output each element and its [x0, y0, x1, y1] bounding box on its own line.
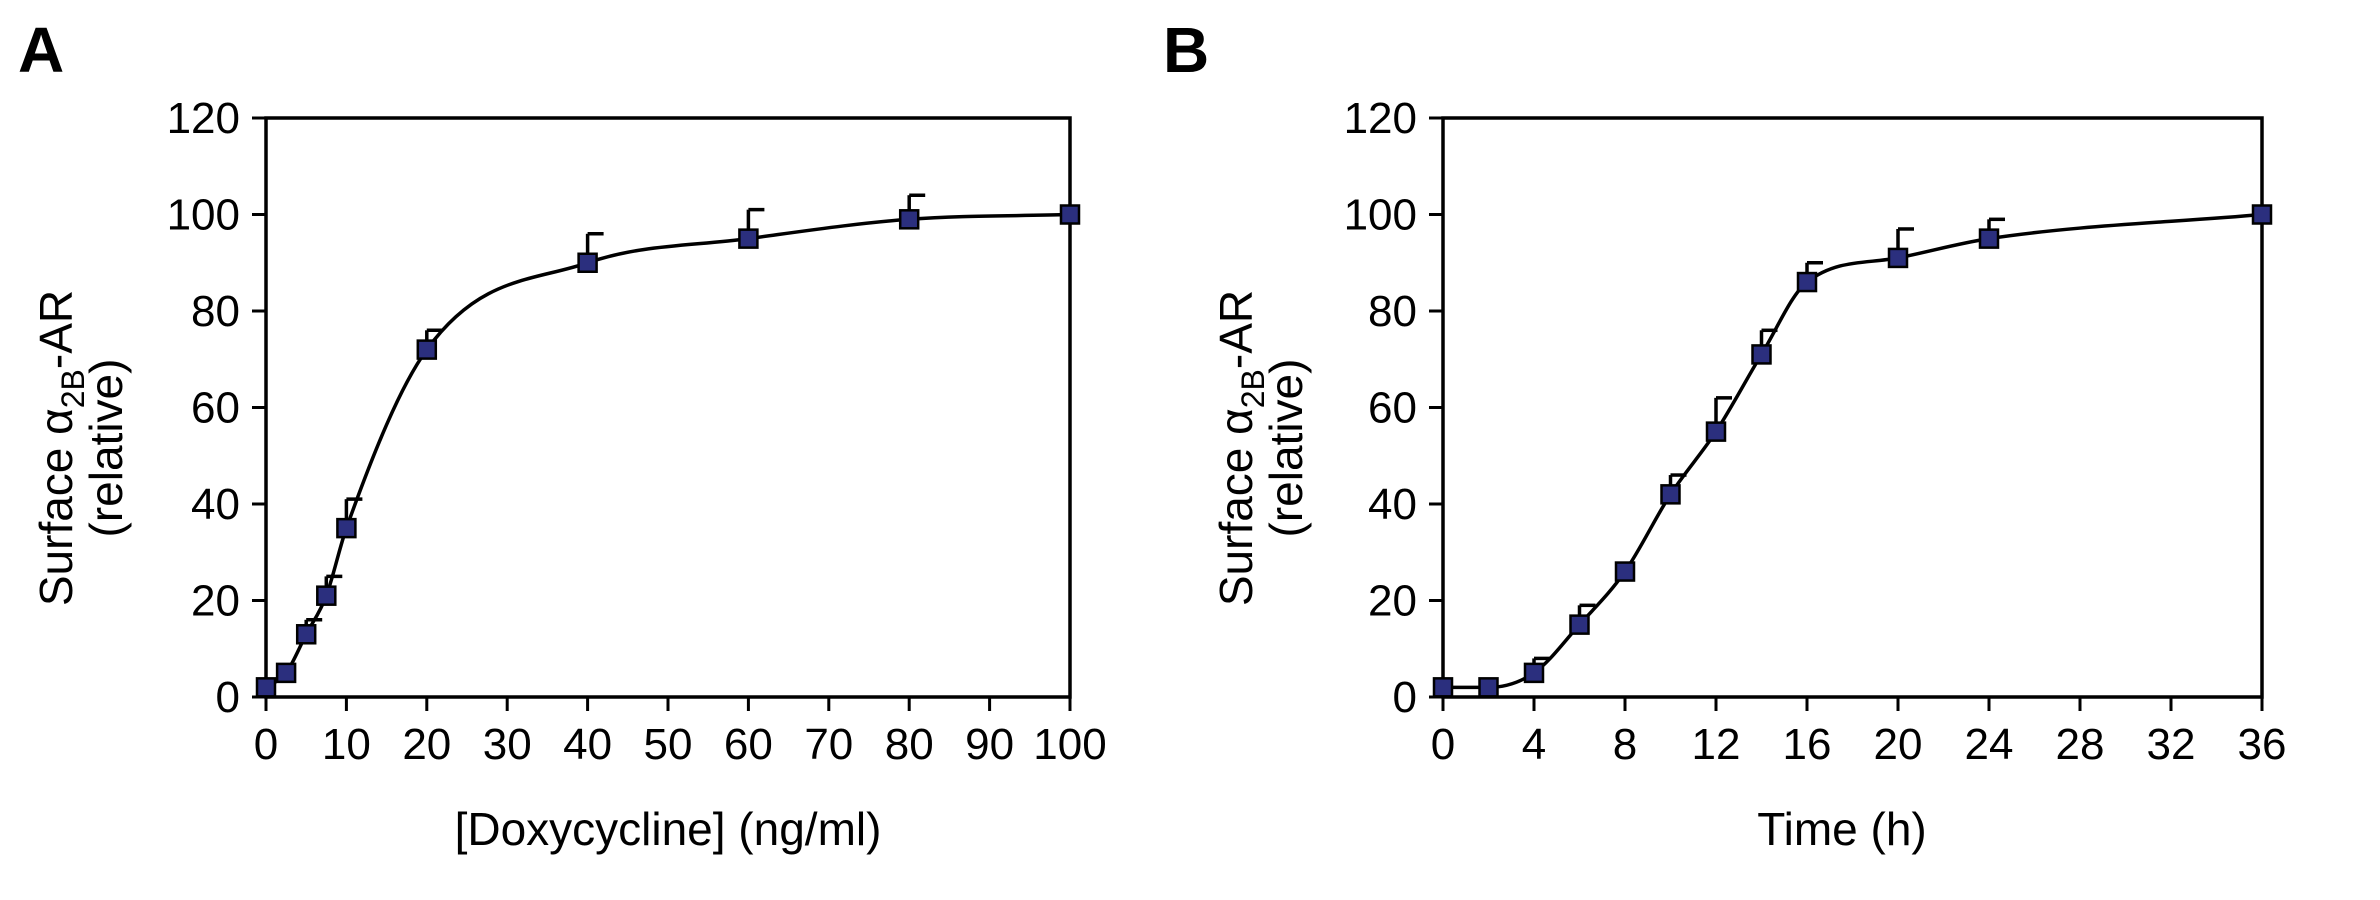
data-point-a	[577, 252, 598, 273]
y-tick-label-b: 80	[1368, 287, 1417, 336]
plot-frame-b	[1441, 116, 2264, 699]
data-point-a	[295, 624, 317, 645]
x-tick-label-a: 80	[885, 720, 934, 769]
x-axis-title-a: [Doxycycline] (ng/ml)	[455, 803, 882, 855]
x-tick-label-a: 50	[644, 720, 693, 769]
y-tick-label-b: 20	[1368, 577, 1417, 626]
data-point-b	[1887, 247, 1909, 269]
x-tick-label-b: 16	[1783, 720, 1832, 769]
y-axis-title-b: Surface α2B-AR (relative)	[1210, 290, 1312, 606]
data-point-b	[1614, 561, 1636, 582]
y-tick-label-b: 100	[1344, 191, 1417, 240]
x-tick-label-a: 20	[402, 720, 451, 769]
x-tick-label-b: 20	[1874, 720, 1923, 769]
x-tick-label-a: 70	[804, 720, 853, 769]
series-line-a	[264, 212, 1071, 689]
x-tick-label-b: 24	[1965, 720, 2014, 769]
y-axis-title-line2-b: (relative)	[1260, 359, 1312, 538]
panel-b: B Surface α2B-AR (relative) Time (h) 0 20…	[1163, 14, 2286, 855]
series-line-b	[1443, 212, 2263, 690]
x-tick-label-a: 10	[322, 720, 371, 769]
y-tick-label-b: 60	[1368, 384, 1417, 433]
y-tick-label-a: 80	[191, 287, 240, 336]
y-tick-label-b: 120	[1344, 94, 1417, 143]
plot-area-b: 0 20 40 60 80 100 120 0 4 8 12 16 20 24 28 32 36	[1344, 94, 2287, 769]
y-axis-title-tail-b: -AR	[1210, 290, 1262, 369]
x-tick-label-b: 32	[2147, 720, 2196, 769]
y-axis-title-a: Surface α2B-AR (relative)	[30, 290, 132, 606]
data-point-b	[1660, 484, 1681, 505]
x-tick-label-a: 60	[724, 720, 773, 769]
x-tick-label-a: 90	[965, 720, 1014, 769]
data-point-a	[898, 209, 920, 230]
data-point-a	[738, 228, 759, 249]
y-axis-title-line1-b: Surface α2B-AR	[1210, 290, 1271, 606]
data-point-b	[1705, 421, 1727, 442]
y-axis-title-main-b: Surface α	[1210, 408, 1262, 606]
data-point-b	[1751, 344, 1772, 365]
data-point-b	[1569, 614, 1590, 635]
y-axis-title-line2-a: (relative)	[80, 359, 132, 538]
data-point-b	[1478, 677, 1499, 698]
y-tick-label-a: 0	[216, 673, 240, 722]
data-point-a	[1059, 204, 1081, 225]
y-axis-title-sub-b: 2B	[1235, 369, 1271, 408]
x-tick-label-a: 40	[563, 720, 612, 769]
y-tick-label-b: 0	[1393, 673, 1417, 722]
y-tick-label-a: 60	[191, 384, 240, 433]
y-tick-label-a: 40	[191, 480, 240, 529]
x-tick-label-a: 100	[1033, 720, 1106, 769]
y-tick-label-b: 40	[1368, 480, 1417, 529]
data-point-a	[316, 585, 337, 606]
plot-area-a: 0 20 40 60 80 100 120 0 10 20 30 40 50 60 70 80 90 100	[167, 94, 1107, 769]
panel-a: A Surface α2B-AR (relative) [Doxycycline…	[18, 14, 1107, 855]
x-tick-label-b: 8	[1613, 720, 1637, 769]
data-point-a	[275, 662, 297, 684]
data-point-b	[1796, 271, 1818, 293]
data-point-a	[255, 677, 277, 698]
x-tick-label-b: 12	[1692, 720, 1741, 769]
plot-frame-a	[264, 116, 1072, 699]
x-tick-label-b: 36	[2238, 720, 2287, 769]
data-point-b	[2251, 204, 2273, 225]
y-axis-title-line1-a: Surface α2B-AR	[30, 290, 91, 606]
y-tick-label-a: 120	[167, 94, 240, 143]
data-point-b	[1978, 228, 2000, 249]
y-axis-title-tail-a: -AR	[30, 290, 82, 369]
panel-letter-a: A	[18, 14, 64, 86]
y-axis-title-main-a: Surface α	[30, 408, 82, 606]
x-tick-label-a: 0	[254, 720, 278, 769]
x-tick-label-a: 30	[483, 720, 532, 769]
x-tick-label-b: 28	[2056, 720, 2105, 769]
x-axis-title-b: Time (h)	[1757, 803, 1927, 855]
panel-letter-b: B	[1163, 14, 1209, 86]
data-point-a	[336, 517, 357, 539]
data-point-b	[1523, 662, 1545, 684]
x-tick-label-b: 4	[1522, 720, 1546, 769]
x-tick-label-b: 0	[1431, 720, 1455, 769]
y-tick-label-a: 20	[191, 577, 240, 626]
data-point-b	[1432, 677, 1454, 698]
y-axis-title-sub-a: 2B	[55, 369, 91, 408]
data-point-a	[416, 339, 438, 360]
y-tick-label-a: 100	[167, 191, 240, 240]
